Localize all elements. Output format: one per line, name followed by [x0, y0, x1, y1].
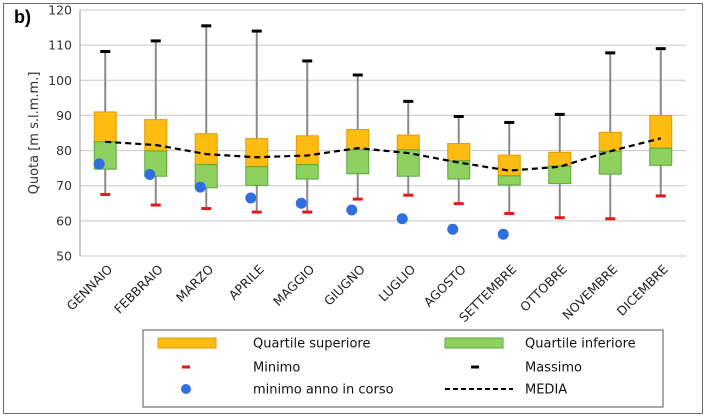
x-tick-label: AGOSTO	[421, 261, 469, 309]
y-tick-label: 90	[56, 108, 72, 123]
box-febbraio	[144, 39, 168, 207]
x-tick-label: GENNAIO	[63, 261, 115, 313]
current-year-min-point	[295, 197, 307, 209]
box-novembre	[598, 51, 622, 221]
x-tick-label: APRILE	[226, 261, 267, 302]
current-year-min-point	[245, 192, 257, 204]
upper-quartile-box	[93, 111, 117, 143]
legend-entry: MEDIA	[445, 383, 567, 398]
current-year-min-point	[497, 228, 509, 240]
box-agosto	[447, 114, 471, 235]
y-axis-label: Quota [m s.l.m.m.]	[27, 72, 42, 195]
lower-quartile-box	[396, 149, 420, 177]
lower-quartile-box	[245, 166, 269, 186]
upper-quartile-box	[649, 114, 673, 149]
y-tick-label: 50	[56, 249, 72, 264]
lower-quartile-box	[649, 147, 673, 166]
box-marzo	[194, 24, 218, 211]
current-year-min-point	[194, 181, 206, 193]
box-dicembre	[649, 47, 673, 198]
box-giugno	[346, 73, 370, 216]
legend-label: Quartile superiore	[253, 337, 370, 352]
legend-entry: Quartile inferiore	[444, 337, 636, 352]
box-luglio	[396, 99, 420, 225]
current-year-min-point	[346, 204, 358, 216]
legend: Quartile superiore Quartile inferiore Mini…	[142, 329, 664, 408]
legend-entry: Massimo	[471, 361, 582, 376]
lower-quartile-box	[447, 160, 471, 180]
x-tick-label: LUGLIO	[375, 261, 418, 304]
box-series	[93, 24, 673, 240]
upper-quartile-box	[447, 143, 471, 162]
upper-quartile-box	[598, 131, 622, 152]
legend-swatch-orange	[157, 337, 217, 349]
media-line	[105, 137, 662, 172]
legend-entry: Quartile superiore	[157, 337, 370, 352]
upper-quartile-box	[245, 138, 269, 168]
upper-quartile-box	[346, 128, 370, 151]
box-ottobre	[548, 112, 572, 220]
chart-frame	[3, 3, 703, 414]
lower-quartile-box	[497, 175, 521, 186]
upper-quartile-box	[194, 133, 218, 166]
y-tick-label: 100	[48, 73, 72, 88]
legend-box	[142, 329, 664, 408]
legend-label: Massimo	[525, 361, 582, 376]
y-tick-label: 80	[56, 143, 72, 158]
current-year-min-point	[396, 213, 408, 225]
legend-label: Minimo	[253, 361, 300, 376]
box-aprile	[245, 29, 269, 214]
x-tick-label: FEBBRAIO	[111, 261, 166, 316]
legend-swatch-green	[444, 337, 504, 349]
legend-label: minimo anno in corso	[253, 383, 394, 398]
x-tick-label: OTTOBRE	[517, 261, 570, 314]
current-year-min-point	[447, 223, 459, 235]
panel-label: b)	[14, 7, 31, 27]
upper-quartile-box	[497, 154, 521, 177]
upper-quartile-box	[144, 119, 168, 152]
legend-label: MEDIA	[525, 383, 567, 398]
y-tick-label: 120	[48, 3, 72, 18]
y-tick-label: 60	[56, 213, 72, 228]
x-tick-label: MARZO	[173, 261, 217, 305]
current-year-min-point	[144, 168, 156, 180]
box-gennaio	[93, 49, 117, 196]
upper-quartile-box	[548, 151, 572, 167]
x-tick-label: GIUGNO	[321, 261, 368, 308]
y-axis-ticks: 50 60 70 80 90 100 110 120	[48, 3, 72, 264]
box-maggio	[295, 59, 319, 214]
legend-label: Quartile inferiore	[525, 337, 636, 352]
box-settembre	[497, 120, 521, 240]
upper-quartile-box	[396, 134, 420, 151]
lower-quartile-box	[295, 164, 319, 180]
legend-entry: minimo anno in corso	[181, 383, 394, 398]
grid-lines	[79, 9, 686, 257]
upper-quartile-box	[295, 135, 319, 166]
current-year-min-point	[93, 158, 105, 170]
x-tick-label: NOVEMBRE	[559, 261, 620, 322]
media-line-group	[105, 137, 662, 172]
y-tick-label: 110	[48, 38, 72, 53]
y-tick-label: 70	[56, 178, 72, 193]
x-tick-label: MAGGIO	[270, 261, 318, 309]
lower-quartile-box	[346, 149, 370, 175]
x-tick-label: DICEMBRE	[614, 261, 671, 318]
legend-swatch-blue-dot	[181, 384, 191, 394]
legend-entry: Minimo	[182, 361, 300, 376]
lower-quartile-box	[548, 165, 572, 185]
